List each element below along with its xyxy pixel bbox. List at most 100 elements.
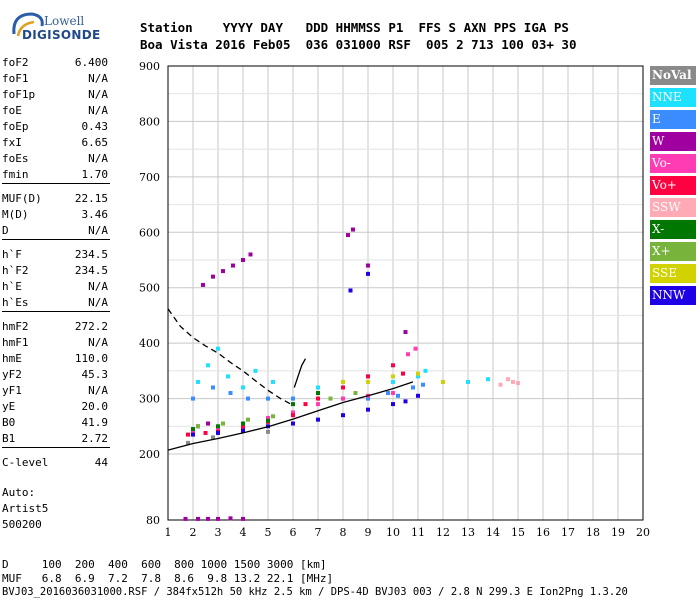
data-point-w: [206, 516, 210, 521]
param-row-hmf1: hmF1 N/A: [2, 336, 108, 352]
data-point-vo-: [316, 396, 320, 401]
data-point-ssw: [511, 379, 515, 384]
x-tick-label: 19: [611, 526, 625, 539]
param-value: N/A: [88, 72, 108, 85]
data-point-ssw: [506, 377, 510, 382]
param-label: D: [2, 224, 9, 237]
data-point-e: [366, 396, 370, 401]
profile-curve-1: [167, 308, 294, 406]
logo-swirl-icon: [12, 12, 44, 37]
param-value: N/A: [88, 384, 108, 397]
y-tick-label: 300: [139, 393, 160, 406]
x-tick-label: 3: [215, 526, 222, 539]
x-tick-label: 5: [265, 526, 272, 539]
data-point-vo-: [203, 430, 208, 435]
data-point-x-: [328, 396, 333, 401]
legend-item-sse: SSE: [650, 264, 696, 283]
x-tick-label: 16: [536, 526, 550, 539]
data-point-vo-: [391, 391, 395, 396]
data-point-w: [403, 330, 408, 335]
data-point-e: [396, 393, 400, 398]
x-tick-label: 18: [586, 526, 600, 539]
data-point-nne: [241, 385, 245, 390]
param-row-hme: hmE 110.0: [2, 352, 108, 368]
legend-item-noval: NoVal: [650, 66, 696, 85]
data-point-sse: [341, 379, 345, 384]
param-separator: [2, 447, 110, 448]
x-tick-label: 10: [386, 526, 400, 539]
param-row-fof1p: foF1p N/A: [2, 88, 108, 104]
param-label: yE: [2, 400, 16, 413]
param-value: 41.9: [81, 416, 109, 429]
param-separator: [2, 311, 110, 312]
param-separator: [2, 183, 110, 184]
data-point-vo-: [266, 415, 270, 420]
data-point-nne: [226, 374, 230, 379]
data-point-noval: [266, 429, 270, 434]
data-point-x-: [271, 414, 275, 419]
data-point-nnw: [241, 428, 245, 433]
profile-curve-2: [293, 358, 307, 388]
x-tick-label: 2: [190, 526, 197, 539]
data-point-sse: [366, 379, 370, 384]
data-point-e: [411, 385, 415, 390]
y-tick-label: 80: [146, 514, 160, 527]
x-tick-label: 13: [461, 526, 475, 539]
data-point-nne: [216, 346, 220, 351]
param-row-m-d-: M(D) 3.46: [2, 208, 108, 224]
auto-method: Artist5: [2, 502, 49, 515]
legend-item-vo-: Vo+: [650, 176, 696, 195]
data-point-e: [228, 391, 233, 396]
data-point-w: [206, 421, 210, 426]
data-point-w: [211, 274, 215, 279]
data-point-sse: [416, 371, 420, 376]
x-tick-label: 8: [340, 526, 347, 539]
x-tick-label: 17: [561, 526, 575, 539]
legend-item-e: E: [650, 110, 696, 129]
param-row-h-es: h`Es N/A: [2, 296, 108, 312]
legend-item-x-: X+: [650, 242, 696, 261]
param-row-yf2: yF2 45.3: [2, 368, 108, 384]
param-label: hmE: [2, 352, 22, 365]
param-label: foF1: [2, 72, 29, 85]
data-point-w: [248, 252, 253, 257]
param-row-d: D N/A: [2, 224, 108, 240]
data-point-w: [201, 282, 205, 287]
data-point-ssw: [516, 381, 520, 386]
data-point-w: [183, 516, 188, 521]
data-point-w: [216, 516, 220, 521]
param-value: 22.15: [74, 192, 108, 205]
param-row-ye: yE 20.0: [2, 400, 108, 416]
param-label: MUF(D): [2, 192, 42, 205]
param-label: foF1p: [2, 88, 36, 101]
data-point-e: [191, 396, 195, 401]
x-tick-label: 11: [411, 526, 425, 539]
y-tick-label: 400: [139, 337, 160, 350]
data-point-x-: [246, 417, 250, 422]
data-point-ssw: [498, 382, 503, 387]
data-point-nnw: [348, 288, 353, 293]
data-point-e: [266, 396, 270, 401]
param-value: N/A: [88, 296, 108, 309]
data-point-x-: [291, 402, 295, 407]
param-value: 44: [94, 456, 108, 469]
y-tick-label: 200: [139, 448, 160, 461]
data-point-nne: [391, 379, 395, 384]
data-point-w: [366, 263, 370, 268]
param-label: M(D): [2, 208, 29, 221]
param-label: fmin: [2, 168, 29, 181]
param-label: foEp: [2, 120, 29, 133]
y-tick-label: 900: [139, 60, 160, 73]
param-label: hmF1: [2, 336, 29, 349]
param-value: N/A: [88, 88, 108, 101]
data-point-nne: [206, 363, 210, 368]
data-point-vo-: [303, 402, 308, 407]
data-point-noval: [211, 435, 215, 440]
data-point-nne: [466, 379, 470, 384]
param-value: 1.70: [81, 168, 109, 181]
data-point-w: [228, 516, 233, 521]
data-point-nnw: [341, 413, 345, 418]
param-row-foep: foEp 0.43: [2, 120, 108, 136]
data-point-vo-: [291, 413, 295, 418]
